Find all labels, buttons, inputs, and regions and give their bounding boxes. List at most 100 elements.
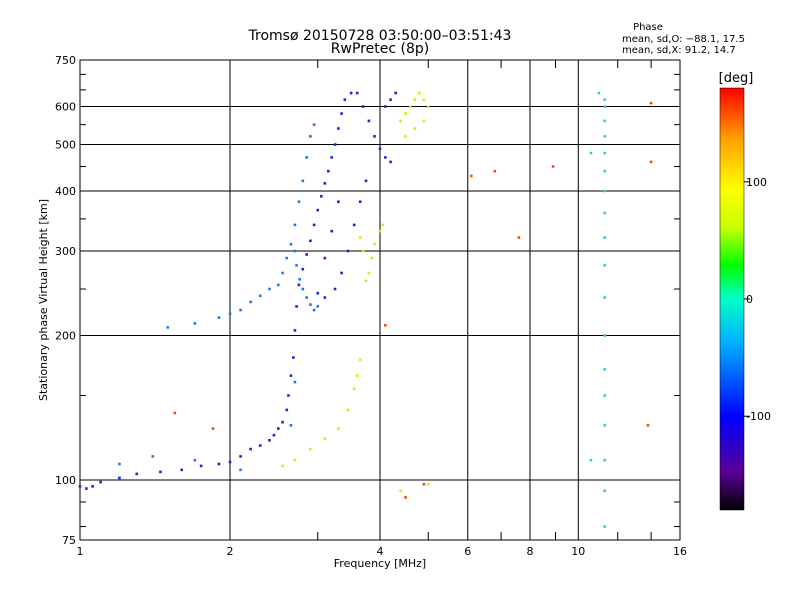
data-point xyxy=(378,229,382,233)
data-point xyxy=(333,143,337,146)
data-point xyxy=(355,91,359,95)
data-point xyxy=(603,296,607,299)
data-point xyxy=(603,394,607,397)
data-point xyxy=(603,368,607,371)
data-point xyxy=(589,458,593,462)
data-point xyxy=(361,105,365,108)
y-tick-label: 200 xyxy=(55,330,76,343)
data-point xyxy=(352,223,356,227)
data-point xyxy=(135,472,139,476)
data-point xyxy=(346,408,350,412)
data-point xyxy=(312,308,316,312)
data-point xyxy=(399,119,402,123)
data-point xyxy=(281,271,284,275)
data-point xyxy=(211,427,215,430)
data-point xyxy=(404,135,407,138)
data-point xyxy=(364,179,368,183)
data-point xyxy=(249,300,252,304)
data-point xyxy=(239,468,242,472)
y-tick-label: 300 xyxy=(55,245,76,258)
phase-x-stats: mean, sd,X: 91.2, 14.7 xyxy=(622,45,736,56)
data-point xyxy=(422,98,426,101)
data-point xyxy=(378,147,382,151)
phase-o-stats: mean, sd,O: −88.1, 17.5 xyxy=(622,34,745,45)
data-point xyxy=(276,283,280,287)
data-point xyxy=(603,189,607,193)
data-point xyxy=(316,291,320,295)
data-point xyxy=(320,195,323,198)
y-tick-label: 600 xyxy=(55,101,76,114)
y-tick-label: 75 xyxy=(62,534,76,547)
data-point xyxy=(364,279,368,283)
data-point xyxy=(228,312,232,316)
data-point xyxy=(323,182,327,185)
data-point xyxy=(193,458,197,462)
data-point xyxy=(305,253,308,256)
data-point xyxy=(312,123,316,126)
data-point xyxy=(358,236,362,239)
data-point xyxy=(293,223,297,227)
data-point xyxy=(404,112,407,115)
data-point xyxy=(268,438,271,442)
data-point xyxy=(493,169,497,173)
data-point xyxy=(199,464,203,468)
data-point xyxy=(281,464,284,468)
x-tick-label: 1 xyxy=(77,545,84,558)
data-point xyxy=(159,470,162,474)
data-point xyxy=(323,296,327,299)
data-point xyxy=(408,105,412,108)
data-point xyxy=(301,287,305,291)
y-tick-label: 400 xyxy=(55,185,76,198)
x-tick-label: 4 xyxy=(377,545,384,558)
data-point xyxy=(358,358,362,362)
data-point xyxy=(258,294,262,298)
y-tick-label: 100 xyxy=(55,474,76,487)
data-point xyxy=(367,119,371,123)
data-point xyxy=(272,433,276,437)
data-point xyxy=(603,424,607,427)
data-point xyxy=(426,105,430,108)
data-point xyxy=(323,256,327,260)
data-point xyxy=(316,208,320,212)
data-point xyxy=(85,487,88,490)
data-point xyxy=(118,476,121,480)
chart-subtitle: RwPretec (8p) xyxy=(331,41,429,57)
data-point xyxy=(285,408,289,412)
data-point xyxy=(394,91,397,95)
data-point xyxy=(309,303,312,306)
data-point xyxy=(603,334,607,337)
data-point xyxy=(603,525,607,528)
data-point xyxy=(330,156,334,159)
data-point xyxy=(289,424,293,427)
data-point xyxy=(193,322,197,325)
data-point xyxy=(418,91,421,95)
data-point xyxy=(384,105,387,108)
data-point xyxy=(603,151,607,155)
data-point xyxy=(346,249,350,253)
data-point xyxy=(323,437,327,440)
colorbar-tick-label: -100 xyxy=(746,410,771,423)
data-point xyxy=(295,264,298,267)
minor-ticks xyxy=(80,60,680,540)
data-point xyxy=(603,98,607,101)
data-point xyxy=(426,482,430,486)
data-point xyxy=(249,447,252,451)
y-tick-labels: 75 100 200 300 400 500 600 750 xyxy=(55,54,76,547)
data-point xyxy=(361,249,365,253)
data-point xyxy=(295,305,298,308)
data-point xyxy=(413,98,417,101)
data-point xyxy=(649,160,653,164)
data-point xyxy=(285,256,289,260)
x-tick-label: 2 xyxy=(227,545,234,558)
data-point xyxy=(337,427,340,430)
data-point xyxy=(358,200,362,204)
data-point xyxy=(281,420,284,424)
x-tick-label: 10 xyxy=(571,545,585,558)
data-point xyxy=(603,169,607,173)
data-point xyxy=(276,427,280,430)
y-tick-label: 500 xyxy=(55,139,76,152)
data-point xyxy=(603,236,607,239)
data-point xyxy=(389,160,392,164)
data-point xyxy=(340,112,343,115)
data-point xyxy=(289,242,293,246)
